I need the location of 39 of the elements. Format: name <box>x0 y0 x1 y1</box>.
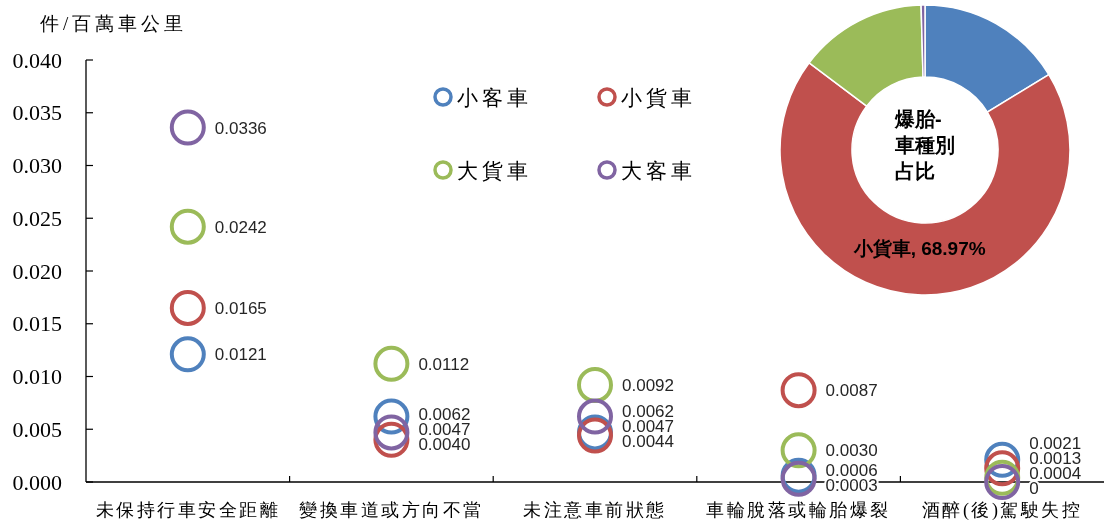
x-tick-label: 未保持行車安全距離 <box>95 500 281 520</box>
point <box>780 372 817 409</box>
point <box>373 414 410 451</box>
y-tick-label: 0.020 <box>12 258 62 284</box>
data-label: 0.0336 <box>214 118 267 138</box>
data-label: 0.0165 <box>214 298 267 318</box>
data-label: 0.0092 <box>622 375 674 395</box>
data-label: 0.0112 <box>418 354 470 374</box>
y-tick-label: 0.030 <box>12 153 62 178</box>
y-tick-label: 0.010 <box>12 364 62 389</box>
donut-title: 爆胎-車種別占比 <box>895 108 955 182</box>
data-label: 0.0044 <box>622 432 674 452</box>
x-tick-label: 酒醉(後)駕駛失控 <box>921 500 1083 521</box>
y-tick-label: 0.025 <box>12 205 62 231</box>
data-label: 小貨車, 68.97% <box>852 237 986 259</box>
data-label: 0.0121 <box>214 345 267 365</box>
point <box>577 398 613 435</box>
point <box>169 208 206 245</box>
y-tick-label: 0.005 <box>12 416 62 442</box>
y-tick-label: 0.015 <box>12 311 62 337</box>
data-label: 0.0030 <box>825 441 878 461</box>
data-label: 0.0087 <box>825 381 878 401</box>
legend-label: 小客車 <box>457 86 532 110</box>
legend-label: 大客車 <box>621 159 696 183</box>
point <box>169 336 206 373</box>
y-axis-title: 件/百萬車公里 <box>40 13 188 34</box>
x-tick-label: 未注意車前狀態 <box>523 500 667 520</box>
x-tick-label: 車輪脫落或輪胎爆裂 <box>706 500 891 520</box>
point <box>169 109 206 146</box>
x-tick-label: 變換車道或方向不當 <box>299 500 484 520</box>
y-tick-label: 0.035 <box>12 100 62 126</box>
point <box>373 345 410 382</box>
y-tick-label: 0.040 <box>12 47 62 73</box>
legend-label: 小貨車 <box>621 86 696 110</box>
data-label: 0.0242 <box>214 217 267 237</box>
y-tick-label: 0.000 <box>12 469 62 495</box>
data-label: 0.0006 <box>825 460 878 480</box>
point <box>169 289 206 326</box>
legend-label: 大貨車 <box>457 159 532 183</box>
